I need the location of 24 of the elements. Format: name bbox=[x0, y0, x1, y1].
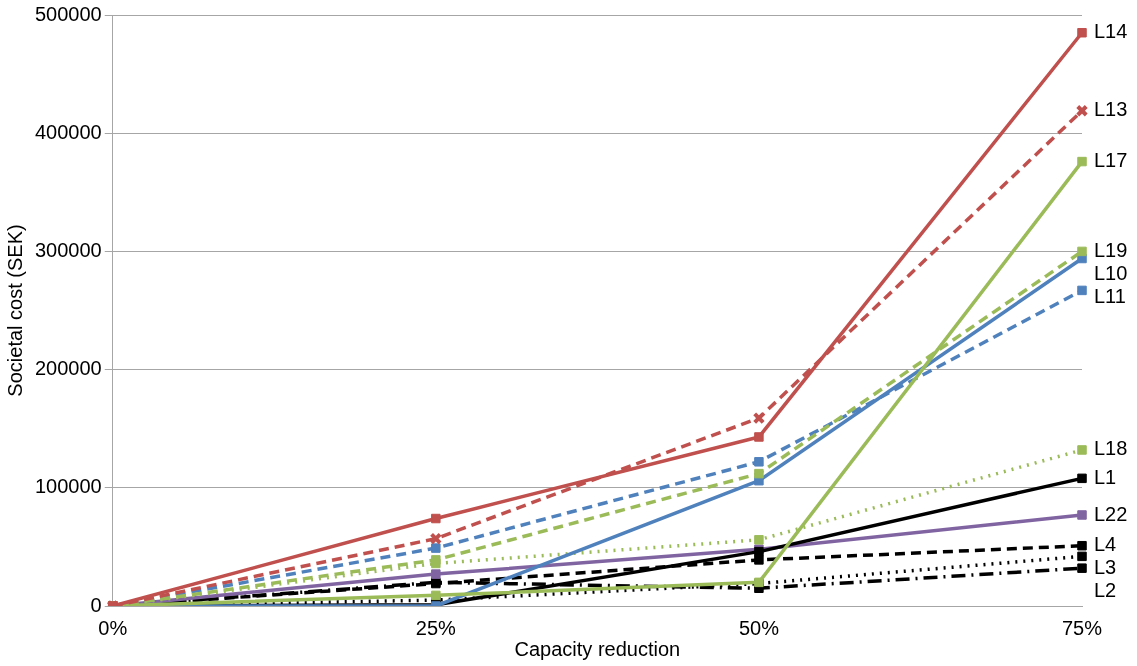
x-tick-label: 50% bbox=[738, 616, 780, 639]
y-tick-label: 100000 bbox=[34, 475, 102, 498]
series-label: L17 bbox=[1094, 149, 1128, 172]
y-tick-label: 0 bbox=[90, 593, 102, 616]
series-label: L3 bbox=[1094, 556, 1117, 579]
x-tick-label: 75% bbox=[1061, 616, 1103, 639]
y-tick-label: 500000 bbox=[34, 2, 102, 25]
y-tick-label: 200000 bbox=[34, 357, 102, 380]
series-label: L13 bbox=[1094, 98, 1128, 121]
series-label: L11 bbox=[1094, 284, 1126, 307]
y-axis-title: Societal cost (SEK) bbox=[3, 224, 26, 397]
series-label: L22 bbox=[1094, 502, 1128, 525]
y-tick-label: 300000 bbox=[34, 238, 102, 261]
x-axis-title: Capacity reduction bbox=[514, 637, 681, 660]
series-label: L19 bbox=[1094, 238, 1128, 261]
series-label: L4 bbox=[1094, 533, 1117, 556]
series-label: L1 bbox=[1094, 465, 1117, 488]
series-label: L18 bbox=[1094, 437, 1128, 460]
series-label: L14 bbox=[1094, 20, 1128, 43]
x-tick-label: 25% bbox=[415, 616, 457, 639]
series-label: L10 bbox=[1094, 261, 1128, 284]
x-tick-label: 0% bbox=[98, 616, 128, 639]
series-label: L2 bbox=[1094, 579, 1117, 602]
y-tick-label: 400000 bbox=[34, 120, 102, 143]
